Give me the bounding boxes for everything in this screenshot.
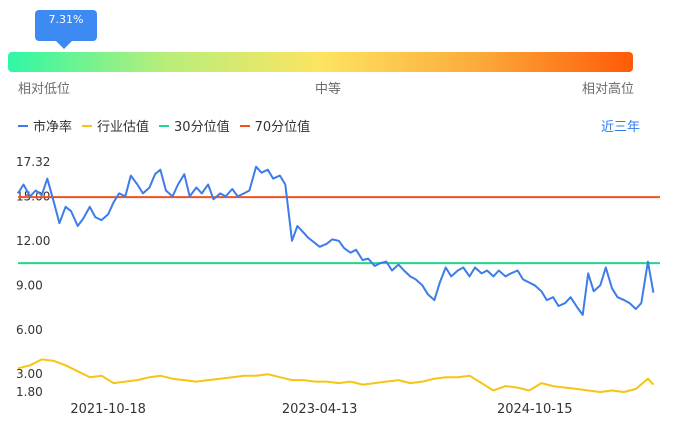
legend-item-p30[interactable]: 30分位值 bbox=[159, 116, 230, 135]
legend-label-pb: 市净率 bbox=[33, 120, 73, 135]
x-tick-label: 2024-10-15 bbox=[497, 402, 573, 417]
x-tick-label: 2023-04-13 bbox=[282, 402, 358, 417]
series-layer bbox=[17, 165, 660, 393]
y-tick-label: 9.00 bbox=[16, 278, 43, 292]
y-tick-label: 1.80 bbox=[16, 385, 43, 399]
legend-item-pb[interactable]: 市净率 bbox=[18, 116, 72, 135]
chart-legend: 市净率 行业估值 30分位值 70分位值 bbox=[18, 116, 320, 135]
percentile-gradient-bar bbox=[8, 52, 633, 72]
x-tick-label: 2021-10-18 bbox=[70, 402, 146, 417]
industry-valuation-line bbox=[17, 358, 655, 393]
legend-swatch-industry bbox=[82, 124, 93, 127]
legend-swatch-p70 bbox=[239, 124, 250, 127]
time-range-selector[interactable]: 近三年 bbox=[600, 120, 640, 135]
x-axis-ticks: 2021-10-18 2023-04-13 2024-10-15 bbox=[70, 402, 572, 417]
gauge-label-mid: 中等 bbox=[315, 82, 342, 97]
y-tick-label: 3.00 bbox=[16, 367, 43, 381]
percentile-tooltip-value: 7.31% bbox=[48, 13, 84, 26]
legend-label-p30: 30分位值 bbox=[174, 120, 230, 135]
y-tick-label: 17.32 bbox=[16, 155, 50, 169]
legend-swatch-p30 bbox=[159, 124, 170, 127]
y-tick-label: 6.00 bbox=[16, 323, 43, 337]
legend-swatch-pb bbox=[18, 124, 28, 127]
legend-label-industry: 行业估值 bbox=[97, 120, 150, 135]
percentile-tooltip-arrow bbox=[56, 41, 72, 49]
legend-item-p70[interactable]: 70分位值 bbox=[239, 116, 311, 135]
gauge-label-high: 相对高位 bbox=[582, 82, 635, 97]
gauge-label-low: 相对低位 bbox=[18, 82, 71, 97]
legend-label-p70: 70分位值 bbox=[254, 120, 311, 135]
legend-item-industry[interactable]: 行业估值 bbox=[82, 116, 149, 135]
percentile-tooltip: 7.31% bbox=[35, 10, 97, 41]
y-tick-label: 12.00 bbox=[16, 234, 50, 248]
pb-ratio-line bbox=[17, 165, 655, 316]
